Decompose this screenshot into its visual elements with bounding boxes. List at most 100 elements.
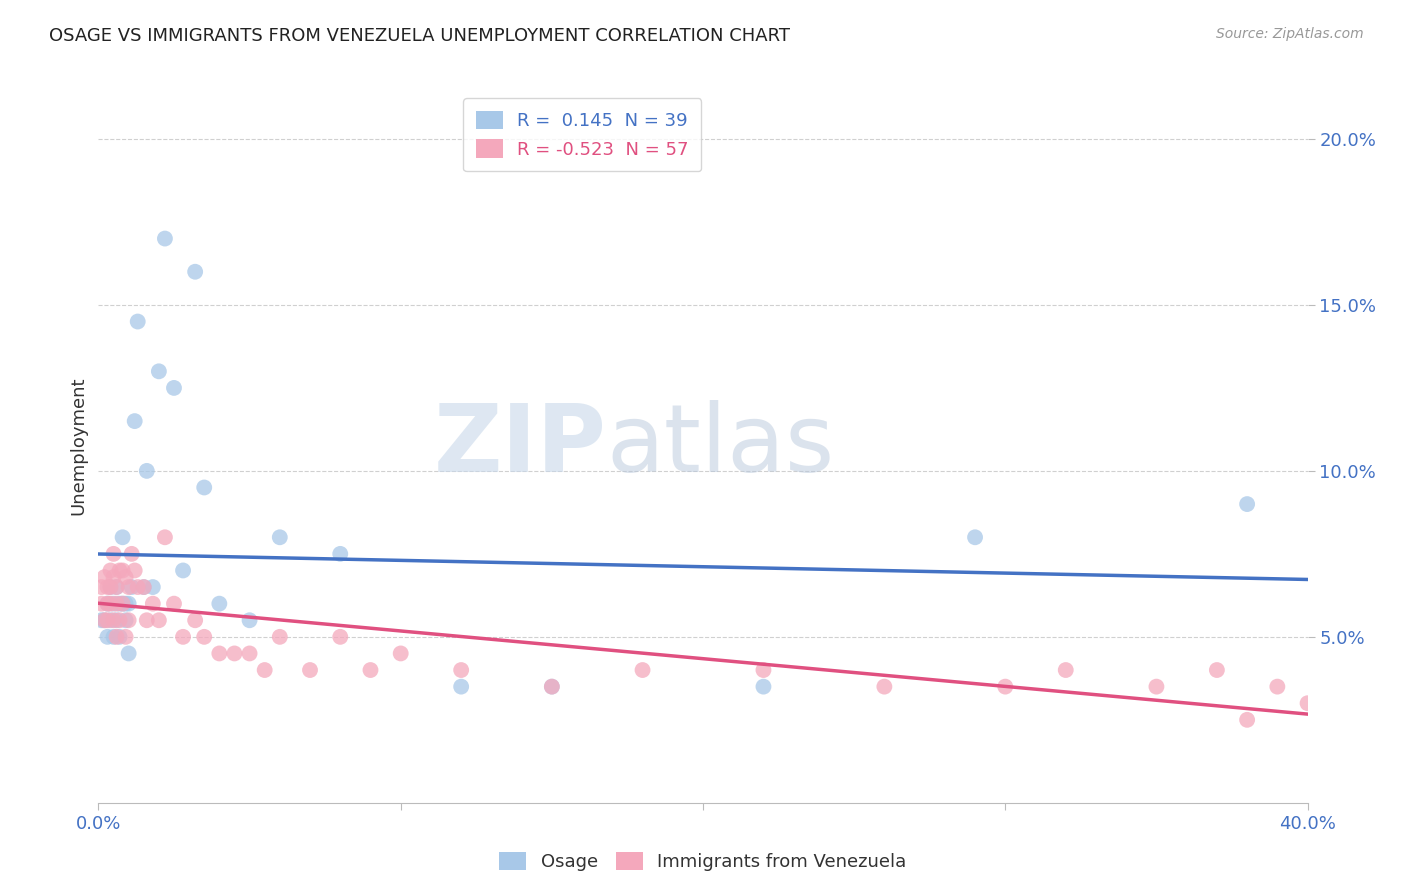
Point — [208, 597, 231, 611]
Point — [100, 613, 122, 627]
Point — [127, 580, 149, 594]
Point — [1296, 696, 1319, 710]
Point — [329, 547, 352, 561]
Point — [269, 530, 291, 544]
Point — [224, 647, 246, 661]
Point — [135, 464, 157, 478]
Point — [172, 630, 194, 644]
Point — [752, 680, 775, 694]
Point — [389, 647, 412, 661]
Point — [1236, 497, 1258, 511]
Point — [239, 647, 262, 661]
Point — [111, 564, 134, 578]
Point — [1236, 713, 1258, 727]
Point — [148, 613, 170, 627]
Point — [1144, 680, 1167, 694]
Legend: Osage, Immigrants from Venezuela: Osage, Immigrants from Venezuela — [492, 845, 914, 879]
Point — [153, 530, 176, 544]
Point — [132, 580, 155, 594]
Point — [100, 597, 122, 611]
Point — [1054, 663, 1077, 677]
Point — [118, 613, 141, 627]
Point — [124, 564, 146, 578]
Point — [142, 580, 165, 594]
Point — [121, 580, 143, 594]
Point — [93, 570, 115, 584]
Point — [172, 564, 194, 578]
Point — [540, 680, 562, 694]
Point — [111, 597, 134, 611]
Point — [118, 597, 141, 611]
Point — [994, 680, 1017, 694]
Point — [108, 630, 131, 644]
Point — [193, 630, 215, 644]
Text: OSAGE VS IMMIGRANTS FROM VENEZUELA UNEMPLOYMENT CORRELATION CHART: OSAGE VS IMMIGRANTS FROM VENEZUELA UNEMP… — [49, 27, 790, 45]
Point — [1206, 663, 1229, 677]
Point — [118, 647, 141, 661]
Legend: R =  0.145  N = 39, R = -0.523  N = 57: R = 0.145 N = 39, R = -0.523 N = 57 — [463, 98, 702, 171]
Point — [239, 613, 262, 627]
Point — [360, 663, 382, 677]
Point — [193, 481, 215, 495]
Point — [96, 597, 118, 611]
Point — [329, 630, 352, 644]
Point — [752, 663, 775, 677]
Point — [114, 570, 136, 584]
Point — [105, 613, 128, 627]
Point — [100, 580, 122, 594]
Point — [108, 613, 131, 627]
Point — [142, 597, 165, 611]
Point — [90, 613, 112, 627]
Point — [540, 680, 562, 694]
Point — [299, 663, 322, 677]
Point — [111, 597, 134, 611]
Point — [90, 580, 112, 594]
Point — [132, 580, 155, 594]
Text: atlas: atlas — [606, 400, 835, 492]
Point — [127, 314, 149, 328]
Point — [163, 381, 186, 395]
Point — [105, 597, 128, 611]
Point — [148, 364, 170, 378]
Point — [1267, 680, 1289, 694]
Text: Source: ZipAtlas.com: Source: ZipAtlas.com — [1216, 27, 1364, 41]
Point — [118, 580, 141, 594]
Point — [90, 597, 112, 611]
Point — [100, 580, 122, 594]
Point — [108, 564, 131, 578]
Point — [873, 680, 896, 694]
Point — [153, 231, 176, 245]
Point — [124, 414, 146, 428]
Point — [96, 613, 118, 627]
Point — [114, 597, 136, 611]
Point — [105, 630, 128, 644]
Y-axis label: Unemployment: Unemployment — [69, 376, 87, 516]
Point — [103, 630, 125, 644]
Point — [965, 530, 987, 544]
Point — [96, 597, 118, 611]
Point — [631, 663, 654, 677]
Point — [108, 597, 131, 611]
Point — [105, 580, 128, 594]
Point — [184, 613, 207, 627]
Point — [450, 680, 472, 694]
Point — [103, 570, 125, 584]
Point — [96, 580, 118, 594]
Point — [103, 597, 125, 611]
Point — [450, 663, 472, 677]
Point — [93, 613, 115, 627]
Text: ZIP: ZIP — [433, 400, 606, 492]
Point — [269, 630, 291, 644]
Point — [111, 530, 134, 544]
Point — [163, 597, 186, 611]
Point — [105, 580, 128, 594]
Point — [253, 663, 276, 677]
Point — [121, 547, 143, 561]
Point — [103, 547, 125, 561]
Point — [208, 647, 231, 661]
Point — [103, 613, 125, 627]
Point — [100, 564, 122, 578]
Point — [114, 613, 136, 627]
Point — [96, 630, 118, 644]
Point — [114, 630, 136, 644]
